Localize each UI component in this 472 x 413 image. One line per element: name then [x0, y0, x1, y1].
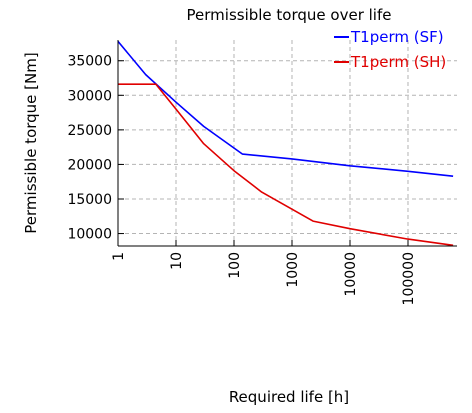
legend-label-2: T1perm (SH) — [350, 53, 446, 71]
y-tick-label: 35000 — [67, 54, 112, 70]
x-tick-label: 10000 — [343, 252, 359, 297]
x-tick-label: 1 — [111, 252, 127, 261]
x-axis-label: Required life [h] — [229, 388, 349, 406]
y-tick-label: 15000 — [67, 192, 112, 208]
x-tick-label: 100000 — [401, 252, 417, 305]
y-axis-label: Permissible torque [Nm] — [22, 52, 40, 233]
chart-title: Permissible torque over life — [187, 6, 392, 24]
x-tick-label: 1000 — [285, 252, 301, 288]
y-tick-label: 25000 — [67, 123, 112, 139]
y-tick-label: 10000 — [67, 227, 112, 243]
y-tick-label: 20000 — [67, 157, 112, 173]
x-tick-label: 10 — [169, 252, 185, 270]
legend-label-1: T1perm (SF) — [350, 28, 444, 46]
x-tick-label: 100 — [227, 252, 243, 279]
y-tick-label: 30000 — [67, 88, 112, 104]
